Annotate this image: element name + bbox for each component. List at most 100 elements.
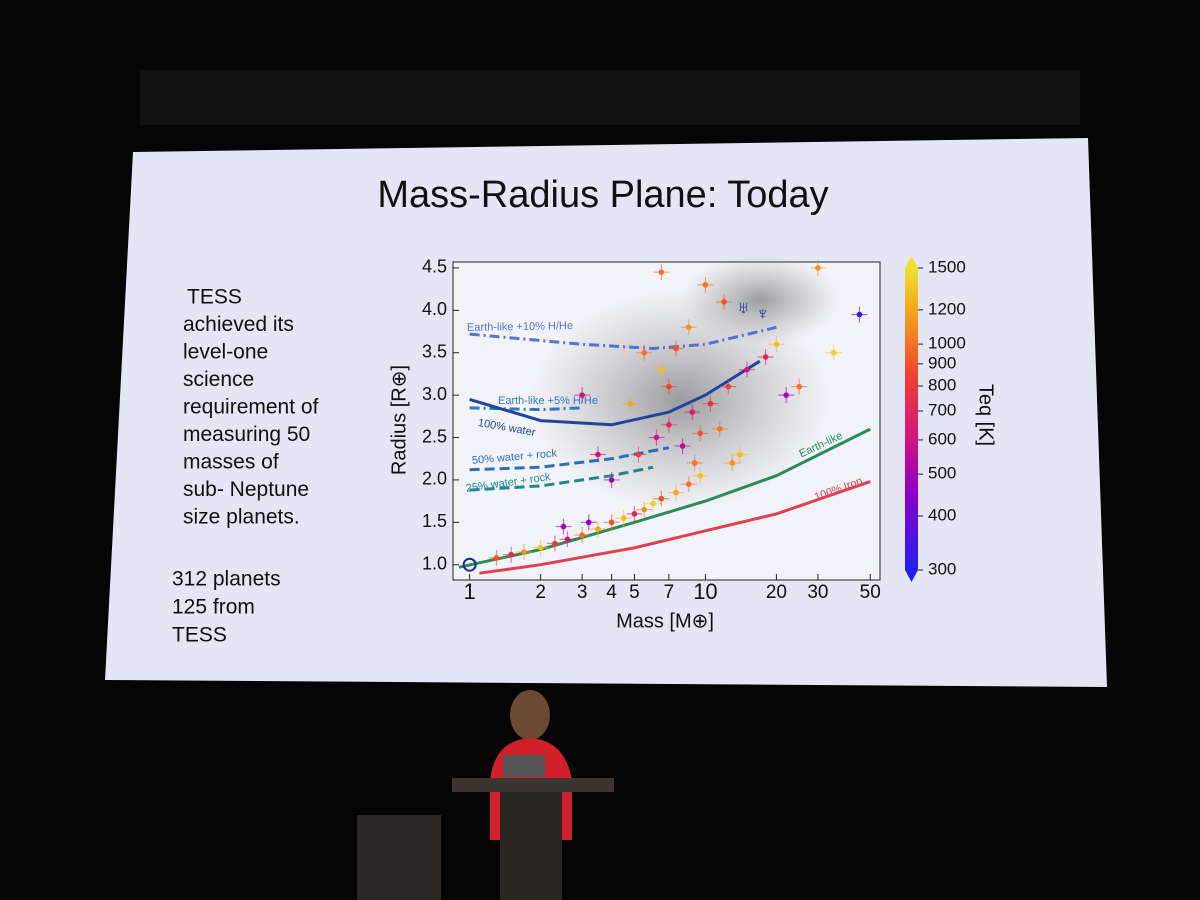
planet-point [493,555,500,561]
model-curve [469,359,761,427]
y-tick-label: 1.0 [422,553,447,573]
colorbar [905,268,918,570]
planet-point [773,341,780,348]
model-curve [469,325,777,351]
planet-point [744,366,750,373]
planet-point [666,383,672,390]
planet-point [691,460,698,466]
colorbar-cap [905,570,918,582]
planet-point [796,383,803,390]
box [357,815,441,900]
x-tick-label: 30 [807,582,828,603]
slide-text: level-one [183,341,268,364]
colorbar-tick-label: 1000 [928,334,966,353]
planet-point [508,551,514,558]
planet-point [653,434,660,441]
model-curve [479,480,871,575]
slide-text: achieved its [183,313,294,336]
planet-point [579,392,585,398]
planet-point [608,477,615,483]
model-curve [469,406,583,412]
planet-point [595,451,601,458]
slide-text: size planets. [183,506,300,529]
planet-point [673,345,679,352]
planet-point [579,532,585,538]
y-tick-label: 1.5 [422,511,447,531]
planet-symbol: ♅ [737,297,751,317]
model-curve [469,465,654,492]
colorbar-label: Teq [K] [975,384,997,446]
planet-point [564,536,571,543]
y-tick-label: 4.5 [422,257,447,277]
slide-text: TESS [187,286,242,309]
x-tick-label: 50 [860,582,881,603]
planet-point [658,495,665,502]
planet-point [716,426,723,432]
planet-point [697,472,703,479]
slide-text: masses of [183,451,279,474]
planet-point [658,366,665,373]
x-axis-label: Mass [M⊕] [616,610,714,632]
planet-point [679,443,686,449]
planet-point [521,549,527,555]
planet-point [762,354,769,360]
planet-point [627,400,634,407]
x-tick-label: 4 [606,582,617,603]
planet-point [689,409,696,415]
x-tick-label: 2 [535,582,546,603]
density-shade [680,255,840,345]
slide-text: measuring 50 [183,423,310,446]
planet-point [737,451,743,458]
slide-stat: TESS [172,624,227,647]
colorbar-tick-label: 900 [928,353,956,372]
curve-label: Earth-like +10% H/He [467,320,573,334]
planet-point [631,511,638,517]
slide-title: Mass-Radius Plane: Today [377,174,828,216]
planet-point [721,299,727,305]
y-tick-label: 2.5 [422,426,447,446]
planet-point [585,519,592,526]
x-tick-label: 10 [693,579,717,604]
colorbar-tick-label: 300 [928,559,956,578]
planet-point [560,523,567,530]
laptop [503,755,545,777]
planet-symbol: ♆ [756,303,770,323]
planet-point [697,430,703,437]
colorbar-cap [905,256,918,268]
earth-marker [462,557,477,572]
y-tick-label: 3.5 [422,341,447,361]
planet-point [552,540,558,547]
curve-label: Earth-like +5% H/He [498,395,598,407]
colorbar-tick-label: 500 [928,464,956,483]
planet-point [650,500,656,507]
podium [500,792,562,900]
planet-point [641,349,648,356]
slide-text: sub- Neptune [183,478,309,501]
planet-point [595,526,601,532]
planet-point [707,400,714,407]
planet-point [658,269,665,275]
planet-point [641,506,648,513]
speaker-head [510,690,550,740]
x-tick-label: 20 [766,582,787,603]
slide-stat: 125 from [172,596,255,619]
slide-text: requirement of [183,396,319,419]
planet-point [608,519,615,526]
planet-point [635,451,642,458]
planet-point [815,265,821,271]
y-tick-label: 4.0 [422,299,447,319]
slide-stat: 312 planets [172,568,281,591]
x-tick-label: 1 [464,579,476,604]
slide-text: science [183,368,254,391]
colorbar-tick-label: 700 [928,400,956,419]
planet-point [685,324,692,331]
planet-point [783,392,789,398]
y-axis-label: Radius [R⊕] [388,365,410,475]
colorbar-tick-label: 400 [928,506,956,525]
planet-point [685,481,692,487]
x-tick-label: 3 [577,582,588,603]
colorbar-tick-label: 1500 [928,257,966,276]
colorbar-tick-label: 1200 [928,299,966,318]
